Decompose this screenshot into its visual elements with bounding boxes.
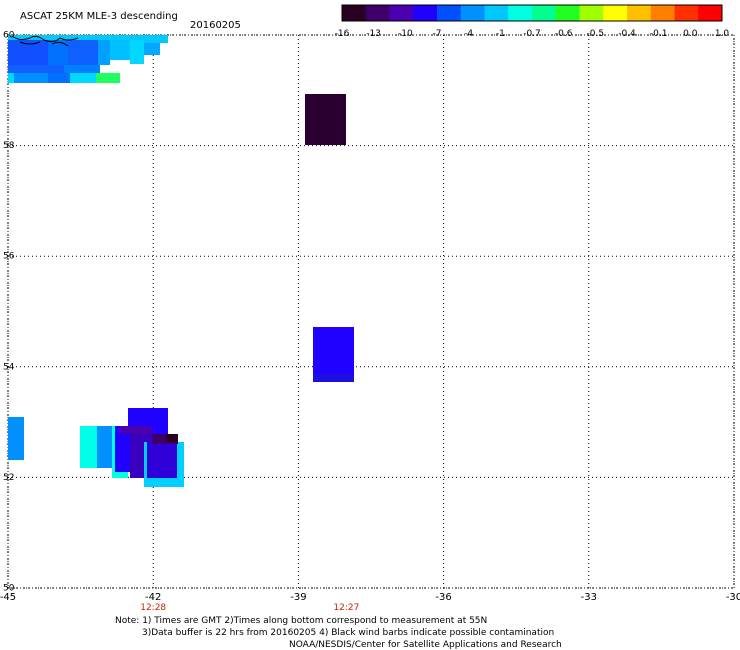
note-line-1: Note: 1) Times are GMT 2)Times along bot… (115, 616, 487, 626)
x-tick-label: -36 (435, 592, 451, 603)
y-tick-label: 58 (3, 141, 15, 151)
y-tick-label: 52 (3, 473, 14, 483)
x-tick-label: -30 (726, 592, 740, 603)
colorbar-swatch (389, 5, 414, 21)
colorbar-swatch (698, 5, 723, 21)
colorbar-swatch (650, 5, 675, 21)
colorbar-swatch (555, 5, 580, 21)
x-axis: -45 -42 -39 -36 -33 -30 (0, 592, 740, 603)
cell-west-edge (8, 417, 24, 460)
data-swaths (8, 35, 354, 487)
colorbar: -16 -13 -10 -7 -4 -1 -0.7 -0.6 -0.5 -0.4 -0.1 0.0 1.… (335, 4, 730, 39)
note-line-2: 3)Data buffer is 22 hrs from 20160205 4)… (142, 628, 554, 638)
colorbar-swatch (603, 5, 628, 21)
colorbar-tick-label: -0.5 (587, 29, 605, 39)
x-tick-label: -39 (290, 592, 306, 603)
time-label: 12:27 (333, 603, 359, 613)
time-label: 12:28 (140, 603, 166, 613)
colorbar-swatch (365, 5, 390, 21)
colorbar-tick-label: -0.6 (555, 29, 573, 39)
colorbar-swatch (579, 5, 604, 21)
y-tick-label: 54 (3, 362, 15, 372)
swath-south-cluster (80, 408, 184, 487)
swath-northwest (8, 35, 168, 83)
colorbar-swatch (508, 5, 533, 21)
colorbar-swatch (532, 5, 557, 21)
x-tick-label: -45 (0, 592, 16, 603)
y-tick-label: 60 (3, 31, 15, 41)
colorbar-tick-label: 1.0 (715, 29, 730, 39)
y-axis: 50 52 54 56 58 60 (3, 31, 15, 594)
x-tick-label: -33 (581, 592, 597, 603)
colorbar-tick-label: -13 (366, 29, 381, 39)
colorbar-tick-label: -16 (335, 29, 350, 39)
colorbar-swatch (413, 5, 438, 21)
colorbar-frame (341, 4, 723, 22)
cell-58n (305, 94, 346, 145)
note-line-3: NOAA/NESDIS/Center for Satellite Applica… (289, 640, 562, 650)
colorbar-swatch (484, 5, 509, 21)
map-date: 20160205 (190, 20, 241, 31)
colorbar-tick-label: -10 (398, 29, 413, 39)
time-labels: 12:28 12:27 (140, 603, 359, 613)
colorbar-tick-label: -0.7 (523, 29, 541, 39)
colorbar-tick-label: -1 (496, 29, 505, 39)
y-tick-label: 50 (3, 584, 15, 594)
x-tick-label: -42 (145, 592, 161, 603)
colorbar-swatch (674, 5, 699, 21)
colorbar-swatch (627, 5, 652, 21)
plot-area (7, 34, 735, 589)
colorbar-swatch (342, 5, 367, 21)
colorbar-swatch (460, 5, 485, 21)
colorbar-tick-label: -0.4 (618, 29, 636, 39)
colorbar-tick-label: 0.0 (683, 29, 698, 39)
colorbar-tick-label: -4 (464, 29, 473, 39)
colorbar-tick-label: -0.1 (650, 29, 668, 39)
y-tick-label: 56 (3, 252, 15, 262)
colorbar-swatch (437, 5, 462, 21)
map-title: ASCAT 25KM MLE-3 descending (20, 11, 178, 22)
plot-frame (7, 34, 735, 589)
colorbar-tick-label: -7 (433, 29, 442, 39)
cell-54n (313, 327, 354, 382)
